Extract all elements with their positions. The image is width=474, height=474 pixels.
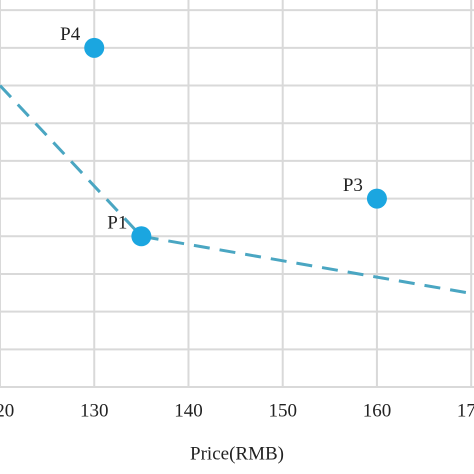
x-tick-label: 130 bbox=[80, 400, 109, 421]
point bbox=[131, 226, 152, 247]
x-tick-label: 160 bbox=[363, 400, 392, 421]
x-tick-label: 170 bbox=[457, 400, 474, 421]
point bbox=[84, 37, 105, 58]
point-label: P4 bbox=[60, 24, 81, 45]
x-axis-label: Price(RMB) bbox=[190, 443, 284, 464]
point bbox=[366, 188, 387, 209]
x-tick-label: 150 bbox=[268, 400, 297, 421]
point-label: P1 bbox=[107, 213, 127, 234]
point-label: P3 bbox=[343, 175, 363, 196]
x-tick-label: 120 bbox=[0, 400, 14, 421]
x-tick-label: 140 bbox=[174, 400, 203, 421]
dashed-line bbox=[0, 84, 474, 296]
